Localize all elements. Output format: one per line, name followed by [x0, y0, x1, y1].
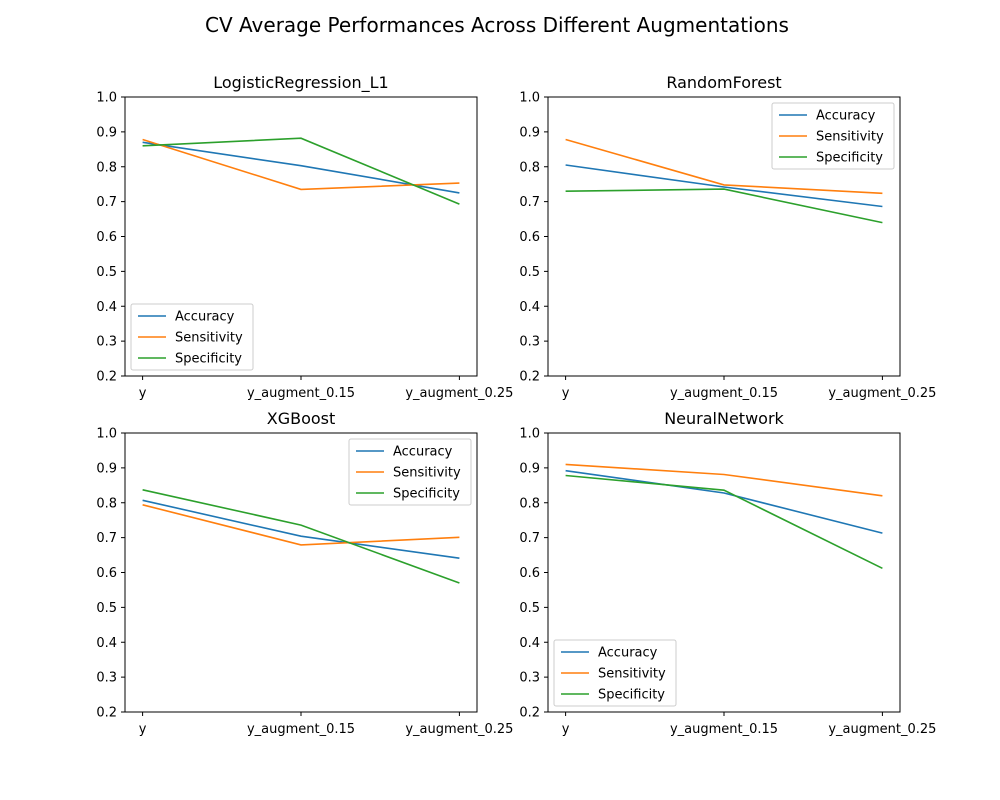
legend-label-sensitivity: Sensitivity — [175, 331, 243, 346]
legend: Accuracy Sensitivity Specificity — [553, 639, 677, 707]
y-tick-label: 0.2 — [519, 370, 540, 385]
series-line-sensitivity — [142, 504, 460, 546]
y-tick-label: 0.6 — [519, 566, 540, 581]
x-tick-label: y_augment_0.25 — [828, 722, 936, 737]
series-line-specificity — [565, 188, 883, 224]
x-tick-label: y_augment_0.25 — [405, 386, 513, 401]
y-tick-label: 0.8 — [519, 496, 540, 511]
x-tick-label: y_augment_0.15 — [247, 722, 355, 737]
legend-label-specificity: Specificity — [393, 487, 460, 502]
legend-frame — [553, 639, 677, 707]
legend-label-accuracy: Accuracy — [816, 109, 876, 124]
y-tick-label: 0.2 — [96, 706, 117, 721]
y-tick-label: 0.3 — [519, 335, 540, 350]
y-tick-label: 1.0 — [96, 91, 117, 106]
y-tick-label: 1.0 — [96, 427, 117, 442]
y-tick-label: 0.8 — [96, 496, 117, 511]
subplot-logisticregression-l1: LogisticRegression_L1 0.2 0.3 0.4 0.5 0.6 0.7 0… — [96, 73, 513, 401]
series-line-specificity — [565, 474, 883, 570]
y-tick-label: 0.5 — [519, 601, 540, 616]
legend-label-accuracy: Accuracy — [175, 310, 235, 325]
subplot-title: XGBoost — [267, 409, 336, 428]
series-line-accuracy — [142, 141, 460, 194]
y-tick-label: 0.9 — [519, 461, 540, 476]
legend-frame — [771, 102, 895, 170]
y-tick-label: 0.5 — [96, 601, 117, 616]
series-line-sensitivity — [565, 463, 883, 497]
legend: Accuracy Sensitivity Specificity — [348, 438, 472, 506]
y-tick-label: 0.5 — [96, 265, 117, 280]
series-line-specificity — [142, 137, 460, 205]
subplot-randomforest: RandomForest 0.2 0.3 0.4 0.5 0.6 0.7 0.8 0.9 1.0 y… — [519, 73, 936, 401]
y-tick-label: 0.4 — [96, 300, 117, 315]
series-line-specificity — [142, 489, 460, 584]
y-tick-label: 0.3 — [519, 671, 540, 686]
x-tick-label: y — [139, 722, 147, 737]
y-tick-label: 0.9 — [96, 125, 117, 140]
y-tick-label: 0.6 — [96, 566, 117, 581]
y-tick-label: 0.4 — [519, 636, 540, 651]
x-tick-label: y_augment_0.25 — [828, 386, 936, 401]
y-tick-label: 1.0 — [519, 427, 540, 442]
y-tick-label: 0.7 — [519, 531, 540, 546]
series-line-sensitivity — [565, 138, 883, 195]
subplot-neuralnetwork: NeuralNetwork 0.2 0.3 0.4 0.5 0.6 0.7 0.8 0.9 1.0… — [519, 409, 936, 737]
y-tick-label: 0.5 — [519, 265, 540, 280]
x-tick-label: y_augment_0.25 — [405, 722, 513, 737]
series-line-accuracy — [565, 469, 883, 534]
y-tick-label: 0.8 — [519, 160, 540, 175]
y-tick-label: 0.2 — [96, 370, 117, 385]
series-line-accuracy — [565, 164, 883, 208]
subplot-title: LogisticRegression_L1 — [213, 73, 388, 93]
y-tick-label: 0.4 — [96, 636, 117, 651]
legend-frame — [348, 438, 472, 506]
legend-label-sensitivity: Sensitivity — [816, 130, 884, 145]
y-tick-label: 0.2 — [519, 706, 540, 721]
y-tick-label: 0.4 — [519, 300, 540, 315]
y-tick-label: 0.7 — [96, 531, 117, 546]
legend-label-specificity: Specificity — [816, 151, 883, 166]
x-tick-label: y_augment_0.15 — [247, 386, 355, 401]
legend-label-sensitivity: Sensitivity — [598, 667, 666, 682]
series-line-sensitivity — [142, 138, 460, 191]
y-tick-label: 0.8 — [96, 160, 117, 175]
legend-label-sensitivity: Sensitivity — [393, 466, 461, 481]
y-tick-label: 0.9 — [519, 125, 540, 140]
figure-title: CV Average Performances Across Different… — [205, 13, 789, 37]
x-tick-label: y_augment_0.15 — [670, 386, 778, 401]
y-tick-label: 0.9 — [96, 461, 117, 476]
x-tick-label: y — [562, 722, 570, 737]
series-line-accuracy — [142, 499, 460, 559]
y-tick-label: 0.6 — [96, 230, 117, 245]
legend: Accuracy Sensitivity Specificity — [771, 102, 895, 170]
x-tick-label: y — [139, 386, 147, 401]
legend-frame — [130, 303, 254, 371]
y-tick-label: 0.7 — [519, 195, 540, 210]
subplot-xgboost: XGBoost 0.2 0.3 0.4 0.5 0.6 0.7 0.8 0.9 1.0 y y_aug… — [96, 409, 513, 737]
legend-label-accuracy: Accuracy — [393, 445, 453, 460]
subplot-title: RandomForest — [666, 73, 781, 92]
x-tick-label: y — [562, 386, 570, 401]
subplot-title: NeuralNetwork — [664, 409, 784, 428]
y-tick-label: 0.6 — [519, 230, 540, 245]
y-tick-label: 0.3 — [96, 671, 117, 686]
y-tick-label: 1.0 — [519, 91, 540, 106]
legend: Accuracy Sensitivity Specificity — [130, 303, 254, 371]
y-tick-label: 0.3 — [96, 335, 117, 350]
subplot-grid: LogisticRegression_L1 0.2 0.3 0.4 0.5 0.6 0.7 0… — [96, 73, 936, 737]
y-tick-label: 0.7 — [96, 195, 117, 210]
legend-label-accuracy: Accuracy — [598, 646, 658, 661]
legend-label-specificity: Specificity — [598, 688, 665, 703]
x-tick-label: y_augment_0.15 — [670, 722, 778, 737]
legend-label-specificity: Specificity — [175, 352, 242, 367]
